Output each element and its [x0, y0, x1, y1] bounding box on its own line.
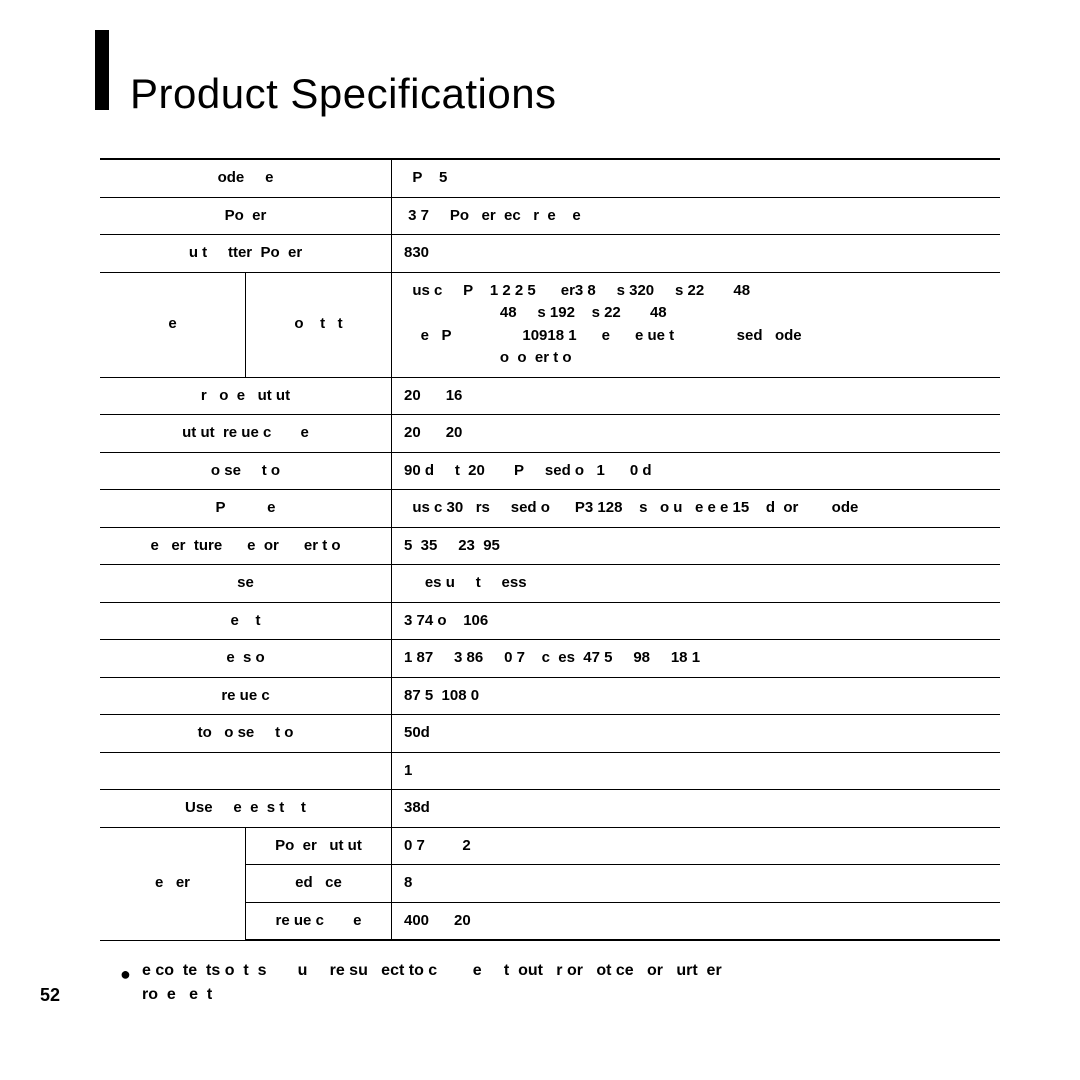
spec-label: re ue c e	[246, 902, 392, 940]
table-row: to o se t o50d	[100, 715, 1000, 753]
spec-label: ode e	[100, 159, 392, 197]
spec-value: 38d	[392, 790, 1001, 828]
spec-value: 8	[392, 865, 1001, 903]
spec-label	[100, 752, 392, 790]
table-row: ode e P 5	[100, 159, 1000, 197]
table-row: re ue c87 5 108 0	[100, 677, 1000, 715]
table-row: u t tter Po er830	[100, 235, 1000, 273]
table-row: ut ut re ue c e20 20	[100, 415, 1000, 453]
table-row: e s o1 87 3 86 0 7 c es 47 5 98 18 1	[100, 640, 1000, 678]
spec-label: Use e e s t t	[100, 790, 392, 828]
spec-label: o t t	[246, 272, 392, 377]
spec-label: r o e ut ut	[100, 377, 392, 415]
page-number: 52	[40, 985, 60, 1006]
spec-value: 90 d t 20 P sed o 1 0 d	[392, 452, 1001, 490]
table-row: e er ture e or er t o5 35 23 95	[100, 527, 1000, 565]
spec-label: o se t o	[100, 452, 392, 490]
spec-label: P e	[100, 490, 392, 528]
spec-value: 400 20	[392, 902, 1001, 940]
spec-value: 50d	[392, 715, 1001, 753]
spec-value: 5 35 23 95	[392, 527, 1001, 565]
bullet-icon: ●	[120, 961, 131, 988]
spec-value: 20 16	[392, 377, 1001, 415]
spec-label: e	[100, 272, 246, 377]
spec-label: e er ture e or er t o	[100, 527, 392, 565]
table-row: e t3 74 o 106	[100, 602, 1000, 640]
page: Product Specifications ode e P 5Po er 3 …	[0, 0, 1080, 1080]
spec-value: P 5	[392, 159, 1001, 197]
table-row: Po er 3 7 Po er ec r e e	[100, 197, 1000, 235]
spec-label: ut ut re ue c e	[100, 415, 392, 453]
spec-label: re ue c	[100, 677, 392, 715]
spec-value: 3 74 o 106	[392, 602, 1001, 640]
spec-value: 830	[392, 235, 1001, 273]
specifications-table: ode e P 5Po er 3 7 Po er ec r e eu t tte…	[100, 158, 1000, 941]
table-row: 1	[100, 752, 1000, 790]
spec-label: Po er	[100, 197, 392, 235]
table-row: eo t t us c P 1 2 2 5 er3 8 s 320 s 22 4…	[100, 272, 1000, 377]
spec-value: 87 5 108 0	[392, 677, 1001, 715]
table-row: o se t o90 d t 20 P sed o 1 0 d	[100, 452, 1000, 490]
header-accent-bar	[95, 30, 109, 110]
footnote: ● e co te ts o t s u re su ect to c e t …	[120, 959, 982, 1007]
spec-label: u t tter Po er	[100, 235, 392, 273]
table-row: r o e ut ut20 16	[100, 377, 1000, 415]
table-row: se es u t ess	[100, 565, 1000, 603]
spec-value: us c 30 rs sed o P3 128 s o u e e e 15 d…	[392, 490, 1001, 528]
page-title: Product Specifications	[130, 40, 1020, 118]
spec-value: 1	[392, 752, 1001, 790]
spec-label: ed ce	[246, 865, 392, 903]
spec-value: 20 20	[392, 415, 1001, 453]
spec-label: se	[100, 565, 392, 603]
spec-label: e t	[100, 602, 392, 640]
spec-label: e er	[100, 827, 246, 940]
spec-label: e s o	[100, 640, 392, 678]
spec-label: to o se t o	[100, 715, 392, 753]
table-row: e erPo er ut ut0 7 2	[100, 827, 1000, 865]
table-row: Use e e s t t38d	[100, 790, 1000, 828]
spec-value: 3 7 Po er ec r e e	[392, 197, 1001, 235]
spec-label: Po er ut ut	[246, 827, 392, 865]
spec-value: 1 87 3 86 0 7 c es 47 5 98 18 1	[392, 640, 1001, 678]
spec-value: 0 7 2	[392, 827, 1001, 865]
spec-value: es u t ess	[392, 565, 1001, 603]
spec-value: us c P 1 2 2 5 er3 8 s 320 s 22 48 48 s …	[392, 272, 1001, 377]
table-row: P e us c 30 rs sed o P3 128 s o u e e e …	[100, 490, 1000, 528]
footnote-text: e co te ts o t s u re su ect to c e t ou…	[142, 962, 722, 1003]
